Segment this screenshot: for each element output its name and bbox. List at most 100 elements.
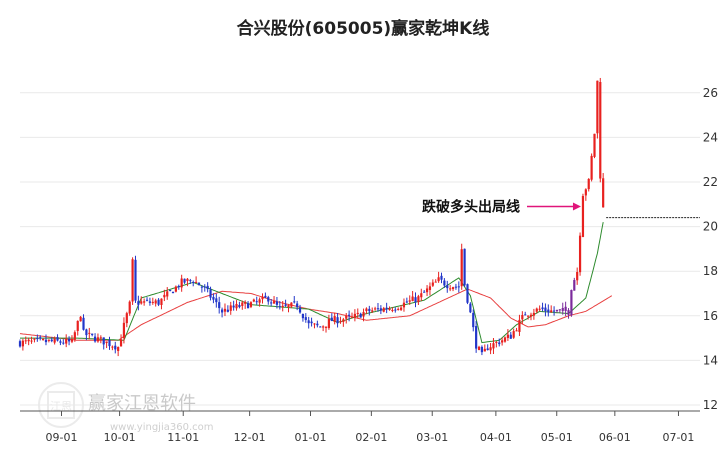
candle-body [122, 322, 126, 339]
candle-body [229, 305, 232, 311]
candle-body [521, 314, 524, 320]
candle-body [434, 281, 437, 283]
candle-body [180, 278, 183, 288]
y-tick-label: 22 [703, 175, 718, 189]
candle-body [50, 339, 53, 342]
candle-body [593, 133, 596, 157]
candle-body [417, 296, 420, 303]
candle-body [552, 310, 556, 312]
candle-body [36, 338, 39, 340]
candle-body [189, 280, 192, 282]
candle-body [529, 314, 533, 317]
candle-body [379, 308, 382, 311]
candle-body [246, 303, 250, 309]
candle-body [578, 235, 582, 273]
candle-body [359, 313, 362, 318]
candle-body [79, 316, 82, 322]
candle-body [399, 307, 403, 310]
candle-body [145, 299, 149, 301]
candle-body [41, 339, 45, 341]
candle-body [313, 323, 316, 325]
candle-body [96, 337, 100, 342]
candle-body [555, 309, 559, 312]
candle-body [131, 259, 134, 302]
candle-body [102, 337, 105, 345]
candle-body [342, 319, 345, 322]
candle-body [420, 293, 423, 298]
candle-body [67, 339, 71, 342]
candle-body [345, 315, 348, 319]
candle-body [388, 308, 391, 311]
candle-body [414, 297, 417, 303]
candle-body [62, 342, 65, 344]
candle-body [108, 339, 111, 347]
candle-body [272, 301, 276, 304]
candle-body [209, 289, 212, 298]
candle-body [348, 314, 351, 316]
x-tick-label: 04-01 [480, 431, 512, 444]
candle-body [44, 339, 48, 343]
candle-body [596, 80, 599, 134]
candle-body [353, 313, 356, 318]
candle-body [428, 286, 432, 291]
candle-body [599, 82, 602, 179]
candle-body [411, 296, 414, 302]
watermark-brand: 赢家江恩软件 [88, 393, 196, 414]
candle-body [475, 326, 478, 349]
candle-body [327, 319, 331, 329]
candle-body [114, 345, 117, 350]
candle-body [137, 301, 140, 305]
candle-body [440, 275, 443, 280]
candle-body [261, 296, 264, 300]
candle-body [454, 286, 458, 288]
candle-body [241, 302, 244, 306]
candle-body [21, 340, 24, 347]
candle-body [385, 307, 388, 310]
candle-body [143, 301, 146, 303]
candle-body [244, 302, 247, 304]
candle-body [105, 341, 108, 344]
candle-body [336, 317, 339, 324]
candle-body [258, 299, 261, 303]
candle-body [333, 316, 336, 323]
watermark-site: www.yingjia360.com [110, 422, 214, 433]
x-tick-label: 07-01 [662, 431, 694, 444]
candle-body [307, 320, 310, 324]
candle-body [163, 294, 166, 298]
candle-body [518, 319, 521, 332]
candle-body [501, 340, 504, 343]
candle-body [371, 310, 374, 312]
y-tick-label: 14 [703, 353, 718, 367]
candle-body [431, 282, 434, 286]
candle-body [99, 337, 102, 339]
candle-body [368, 308, 371, 312]
candle-body [117, 347, 120, 351]
candle-body [174, 286, 177, 292]
candle-body [186, 278, 189, 282]
candle-body [425, 288, 429, 293]
candle-body [602, 178, 605, 208]
candle-body [30, 340, 33, 342]
candle-body [373, 308, 377, 310]
x-tick-label: 05-01 [541, 431, 573, 444]
candle-body [547, 309, 550, 313]
candle-body [509, 334, 512, 339]
candle-body [576, 272, 579, 281]
candle-body [197, 282, 201, 286]
candle-body [397, 308, 400, 310]
candle-body [298, 307, 302, 313]
candle-body [82, 317, 85, 330]
candle-body [212, 296, 215, 300]
x-tick-label: 02-01 [355, 431, 387, 444]
candle-body [18, 341, 22, 347]
candle-body [91, 333, 94, 335]
candle-body [281, 305, 284, 307]
candle-body [365, 308, 368, 312]
candle-body [319, 326, 322, 328]
candle-body [290, 302, 293, 307]
candle-body [27, 339, 30, 342]
x-tick-label: 12-01 [234, 431, 266, 444]
candle-body [486, 348, 489, 351]
candle-body [581, 195, 585, 237]
candle-body [249, 302, 253, 307]
